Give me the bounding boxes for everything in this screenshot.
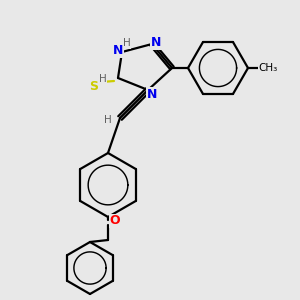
Text: H: H	[99, 74, 107, 84]
Text: N: N	[113, 44, 123, 58]
Text: H: H	[104, 115, 112, 125]
Text: N: N	[151, 37, 161, 50]
Text: O: O	[110, 214, 120, 227]
Text: S: S	[89, 80, 98, 94]
Text: CH₃: CH₃	[258, 63, 278, 73]
Text: H: H	[123, 38, 131, 48]
Text: N: N	[147, 88, 157, 100]
